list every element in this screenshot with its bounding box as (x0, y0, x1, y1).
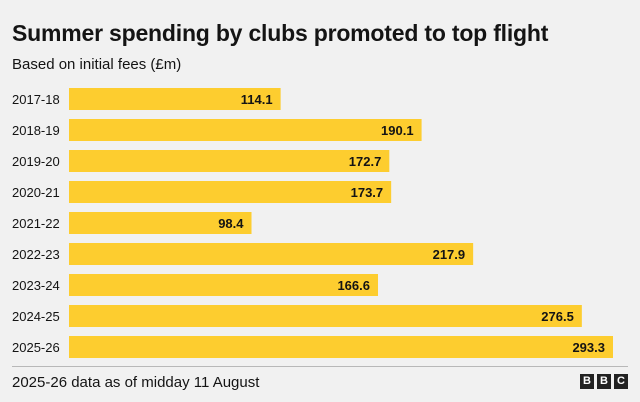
category-label: 2017-18 (12, 92, 60, 107)
category-label: 2023-24 (12, 278, 60, 293)
footnote: 2025-26 data as of midday 11 August (12, 374, 260, 391)
bar-chart: 2017-18 114.1 2018-19 190.1 2019-20 172.7 2020… (12, 88, 613, 358)
value-label: 190.1 (381, 123, 414, 138)
value-label: 98.4 (218, 216, 244, 231)
bar (69, 119, 422, 141)
bar (69, 336, 613, 358)
value-label: 114.1 (241, 92, 273, 107)
bar (69, 88, 281, 110)
bar (69, 212, 252, 234)
category-label: 2025-26 (12, 340, 60, 355)
logo-letter: C (614, 374, 628, 389)
category-label: 2020-21 (12, 185, 60, 200)
bar (69, 181, 392, 203)
bbc-logo: B B C (580, 374, 628, 389)
bar (69, 150, 390, 172)
value-label: 172.7 (349, 154, 382, 169)
value-label: 166.6 (337, 278, 370, 293)
category-label: 2019-20 (12, 154, 60, 169)
logo-letter: B (580, 374, 594, 389)
bar (69, 274, 379, 296)
logo-letter: B (597, 374, 611, 389)
value-label: 293.3 (572, 340, 605, 355)
bar (69, 305, 582, 327)
footer-divider (12, 366, 628, 367)
value-label: 276.5 (541, 309, 574, 324)
category-label: 2018-19 (12, 123, 60, 138)
chart-title: Summer spending by clubs promoted to top… (12, 20, 549, 46)
category-label: 2024-25 (12, 309, 60, 324)
bar (69, 243, 474, 265)
category-label: 2022-23 (12, 247, 60, 262)
value-label: 217.9 (433, 247, 466, 262)
chart-subtitle: Based on initial fees (£m) (12, 56, 182, 73)
category-label: 2021-22 (12, 216, 60, 231)
value-label: 173.7 (351, 185, 384, 200)
